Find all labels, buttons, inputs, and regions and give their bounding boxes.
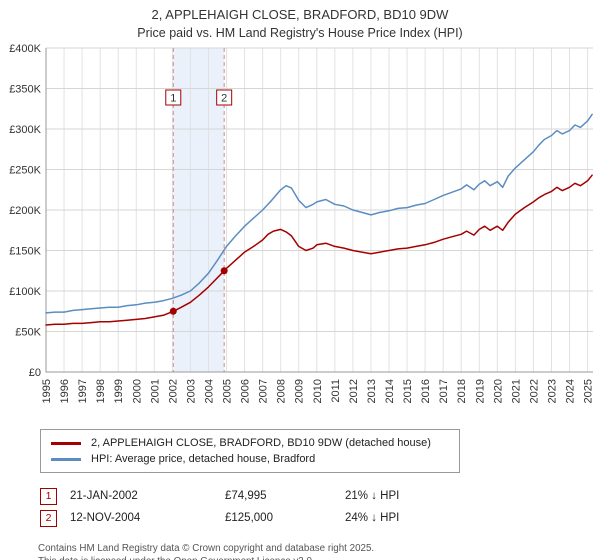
x-tick-label: 2000	[131, 379, 143, 403]
x-tick-label: 2012	[348, 379, 360, 403]
sale-point	[220, 267, 228, 275]
x-tick-label: 2008	[276, 379, 288, 403]
price-paid-line	[45, 174, 593, 326]
sale-2-vs-hpi: 24% ↓ HPI	[345, 512, 400, 524]
legend-label-hpi: HPI: Average price, detached house, Brad…	[91, 453, 316, 465]
price-chart: 1995 1996 1997 1998 1999 2000 2001 2002 2003 2004…	[9, 43, 595, 403]
x-tick-label: 2002	[167, 379, 179, 403]
sale-number-label: 1	[170, 93, 176, 105]
x-tick-label: 2007	[258, 379, 270, 403]
x-tick-label: 2003	[185, 379, 197, 403]
sale-1-date: 21-JAN-2002	[70, 490, 138, 502]
x-tick-label: 2013	[366, 379, 378, 403]
x-tick-label: 2020	[492, 379, 504, 403]
x-tick-label: 2016	[420, 379, 432, 403]
y-tick-label: £100K	[9, 286, 41, 298]
legend-item-hpi: HPI: Average price, detached house, Brad…	[49, 451, 451, 467]
x-tick-label: 2022	[528, 379, 540, 403]
sale-number-box	[216, 89, 233, 106]
x-tick-label: 2023	[546, 379, 558, 403]
x-tick-label: 2006	[240, 379, 252, 403]
hpi-line	[45, 113, 593, 314]
sale-point	[169, 307, 177, 315]
y-tick-label: £200K	[9, 205, 41, 217]
x-tick-label: 2021	[510, 379, 522, 403]
axis-frame	[45, 48, 593, 373]
x-tick-label: 1997	[77, 379, 89, 403]
x-tick-label: 2011	[330, 379, 342, 403]
x-tick-label: 2001	[149, 379, 161, 403]
page-title: 2, APPLEHAIGH CLOSE, BRADFORD, BD10 9DW	[151, 7, 449, 22]
sales-list: 1 21-JAN-2002 £74,995 21% ↓ HPI 2 12-NOV…	[40, 485, 600, 529]
x-tick-label: 1998	[95, 379, 107, 403]
footer-line-1: Contains HM Land Registry data © Crown c…	[38, 543, 375, 554]
y-tick-label: £300K	[9, 124, 41, 136]
x-tick-label: 1999	[113, 379, 125, 403]
sale-2-number-badge: 2	[40, 509, 57, 527]
sale-2-price: £125,000	[225, 512, 273, 524]
x-tick-label: 2017	[438, 379, 450, 403]
x-tick-label: 2014	[384, 379, 396, 403]
x-tick-label: 2015	[402, 379, 414, 403]
x-tick-label: 2004	[203, 379, 215, 403]
page-subtitle: Price paid vs. HM Land Registry's House …	[137, 26, 463, 40]
sale-2-date: 12-NOV-2004	[70, 512, 141, 524]
y-tick-label: £250K	[9, 165, 41, 177]
y-tick-label: £400K	[9, 43, 41, 55]
x-tick-label: 2018	[456, 379, 468, 403]
y-tick-label: £0	[29, 367, 41, 379]
sale-1-number-badge: 1	[40, 487, 57, 505]
y-tick-label: £150K	[9, 246, 41, 258]
footer-line-2: This data is licensed under the Open Gov…	[38, 556, 600, 560]
licence-footer: Contains HM Land Registry data © Crown c…	[38, 543, 600, 560]
x-tick-label: 2024	[565, 379, 577, 403]
x-tick-label: 2025	[583, 379, 595, 403]
y-tick-label: £350K	[9, 84, 41, 96]
sale-number-label: 2	[221, 93, 227, 105]
sale-1-price: £74,995	[225, 490, 267, 502]
legend-swatch-hpi	[51, 457, 81, 461]
x-tick-label: 2019	[474, 379, 486, 403]
legend-label-property: 2, APPLEHAIGH CLOSE, BRADFORD, BD10 9DW …	[91, 437, 431, 449]
sale-1-vs-hpi: 21% ↓ HPI	[345, 490, 400, 502]
legend-item-property: 2, APPLEHAIGH CLOSE, BRADFORD, BD10 9DW …	[49, 435, 451, 451]
x-tick-label: 1995	[41, 379, 53, 403]
x-tick-label: 2010	[312, 379, 324, 403]
sale-row-1: 1 21-JAN-2002 £74,995 21% ↓ HPI	[40, 485, 600, 507]
sale-row-2: 2 12-NOV-2004 £125,000 24% ↓ HPI	[40, 507, 600, 529]
x-tick-label: 1996	[59, 379, 71, 403]
chart-legend: 2, APPLEHAIGH CLOSE, BRADFORD, BD10 9DW …	[40, 429, 460, 473]
legend-swatch-property	[51, 441, 81, 445]
sale-number-box	[165, 89, 182, 106]
x-tick-label: 2005	[222, 379, 234, 403]
y-tick-label: £50K	[15, 327, 41, 339]
x-tick-label: 2009	[294, 379, 306, 403]
